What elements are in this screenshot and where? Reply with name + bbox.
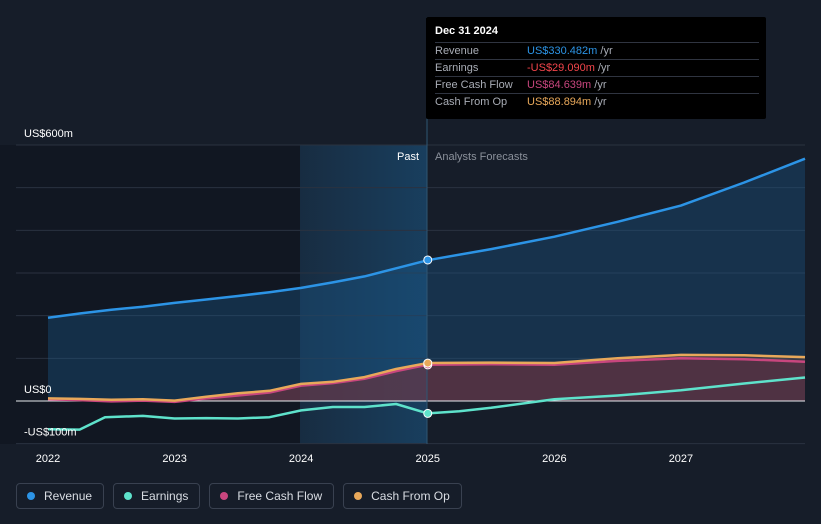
tooltip: Dec 31 2024 Revenue US$330.482m /yr Earn… xyxy=(426,17,766,119)
tooltip-row-free-cash-flow: Free Cash Flow US$84.639m /yr xyxy=(435,76,759,94)
earnings-line xyxy=(47,376,806,431)
revenue-line xyxy=(47,157,806,320)
y-tick-label: -US$100m xyxy=(24,427,77,439)
legend-dot-icon xyxy=(27,492,35,500)
tooltip-unit: /yr xyxy=(594,96,607,108)
y-tick-label: US$0 xyxy=(24,384,52,396)
y-axis-labels: US$600m US$0 -US$100m xyxy=(24,128,77,439)
earnings-marker xyxy=(423,408,433,418)
legend-dot-icon xyxy=(354,492,363,500)
tooltip-row-cash-from-op: Cash From Op US$88.894m /yr xyxy=(435,93,759,111)
legend-item-earnings[interactable]: Earnings xyxy=(113,483,201,509)
tooltip-value: US$330.482m xyxy=(527,45,598,57)
legend-dot-icon xyxy=(124,492,133,500)
legend-item-revenue[interactable]: Revenue xyxy=(16,483,105,509)
legend-dot-icon xyxy=(220,492,229,500)
tooltip-label: Free Cash Flow xyxy=(435,79,513,91)
tooltip-value: US$88.894m xyxy=(527,96,592,108)
tooltip-row-revenue: Revenue US$330.482m /yr xyxy=(435,42,759,60)
legend-label: Free Cash Flow xyxy=(237,489,323,503)
tooltip-date: Dec 31 2024 xyxy=(435,25,498,37)
x-tick-label: 2026 xyxy=(542,453,566,465)
cash-from-op-marker xyxy=(423,358,433,368)
cash-from-op-line xyxy=(47,353,806,402)
past-label: Past xyxy=(397,151,419,163)
series-lines xyxy=(47,157,806,431)
tooltip-row-earnings: Earnings -US$29.090m /yr xyxy=(435,59,759,77)
tooltip-unit: /yr xyxy=(600,45,613,57)
legend-label: Cash From Op xyxy=(371,489,450,503)
tooltip-unit: /yr xyxy=(594,79,607,91)
tooltip-unit: /yr xyxy=(597,62,611,74)
x-tick-label: 2027 xyxy=(669,453,693,465)
tooltip-value: -US$29.090m xyxy=(527,62,595,74)
revenue-marker xyxy=(423,255,433,265)
legend-item-free-cash-flow[interactable]: Free Cash Flow xyxy=(209,483,335,509)
y-tick-label: US$600m xyxy=(24,128,73,140)
forecast-label: Analysts Forecasts xyxy=(435,151,528,163)
free-cash-flow-line xyxy=(47,357,806,404)
past-region-highlight xyxy=(300,145,427,444)
x-axis-labels: 2022 2023 2024 2025 2026 2027 xyxy=(36,453,693,465)
tooltip-label: Cash From Op xyxy=(435,96,508,108)
highlight-markers xyxy=(423,255,433,418)
legend: Revenue Earnings Free Cash Flow Cash Fro… xyxy=(16,483,462,511)
legend-label: Revenue xyxy=(44,489,93,503)
tooltip-value: US$84.639m xyxy=(527,79,592,91)
tooltip-label: Revenue xyxy=(435,45,480,57)
legend-label: Earnings xyxy=(141,489,189,503)
tooltip-label: Earnings xyxy=(435,62,479,74)
legend-item-cash-from-op[interactable]: Cash From Op xyxy=(343,483,462,509)
x-tick-label: 2022 xyxy=(36,453,60,465)
x-tick-label: 2023 xyxy=(162,453,186,465)
x-tick-label: 2025 xyxy=(416,453,440,465)
x-tick-label: 2024 xyxy=(289,453,313,465)
gridlines xyxy=(16,144,805,445)
